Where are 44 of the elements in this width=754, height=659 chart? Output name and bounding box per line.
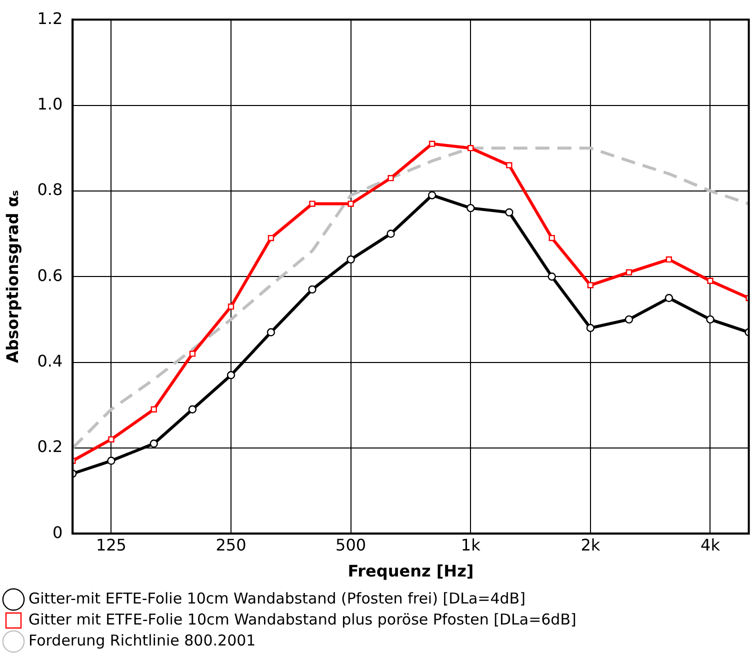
- point: [268, 234, 274, 242]
- y-tick-label: 0: [52, 522, 63, 542]
- y-tick-label: 0.6: [37, 266, 63, 285]
- legend-label: Forderung Richtlinie 800.2001: [28, 631, 256, 650]
- point: [228, 304, 234, 310]
- x-axis-title: Frequenz [Hz]: [348, 562, 474, 581]
- y-tick-label: 0.4: [37, 351, 63, 370]
- point: [266, 328, 276, 336]
- point: [468, 145, 474, 152]
- point: [346, 255, 355, 264]
- point: [587, 282, 594, 288]
- x-tick-label: 4k: [700, 535, 721, 554]
- point: [150, 440, 158, 448]
- point: [466, 204, 475, 212]
- point: [348, 200, 354, 207]
- point: [505, 208, 514, 216]
- x-tick-label: 1k: [460, 535, 482, 554]
- point: [386, 230, 395, 238]
- y-tick-label: 1.0: [37, 94, 63, 114]
- point: [189, 350, 196, 357]
- point: [428, 191, 436, 200]
- point: [309, 200, 316, 207]
- point: [506, 162, 512, 168]
- point: [664, 294, 674, 302]
- point: [428, 140, 436, 147]
- point: [586, 324, 595, 332]
- legend-label: Gitter-mit EFTE-Folie 10cm Wandabstand (Pfosten frei) [DLa=4dB]: [28, 589, 526, 608]
- point: [150, 406, 157, 412]
- point: [308, 285, 316, 294]
- point: [666, 256, 672, 263]
- x-tick-label: 250: [216, 535, 246, 554]
- point: [624, 315, 634, 324]
- legend-label: Gitter mit ETFE-Folie 10cm Wandabstand plus poröse Pfosten [DLa=6dB]: [28, 610, 576, 628]
- x-tick-label: 125: [96, 535, 126, 554]
- point: [226, 371, 236, 380]
- y-axis-title: Absorptionsgrad αₛ: [2, 190, 22, 364]
- y-tick-label: 0.8: [37, 180, 63, 200]
- point: [388, 175, 394, 182]
- x-tick-label: 500: [336, 535, 366, 554]
- y-tick-label: 1.2: [37, 8, 63, 28]
- x-tick-label: 2k: [580, 535, 601, 554]
- point: [626, 269, 632, 276]
- point: [188, 405, 197, 414]
- y-tick-label: 0.2: [37, 437, 63, 456]
